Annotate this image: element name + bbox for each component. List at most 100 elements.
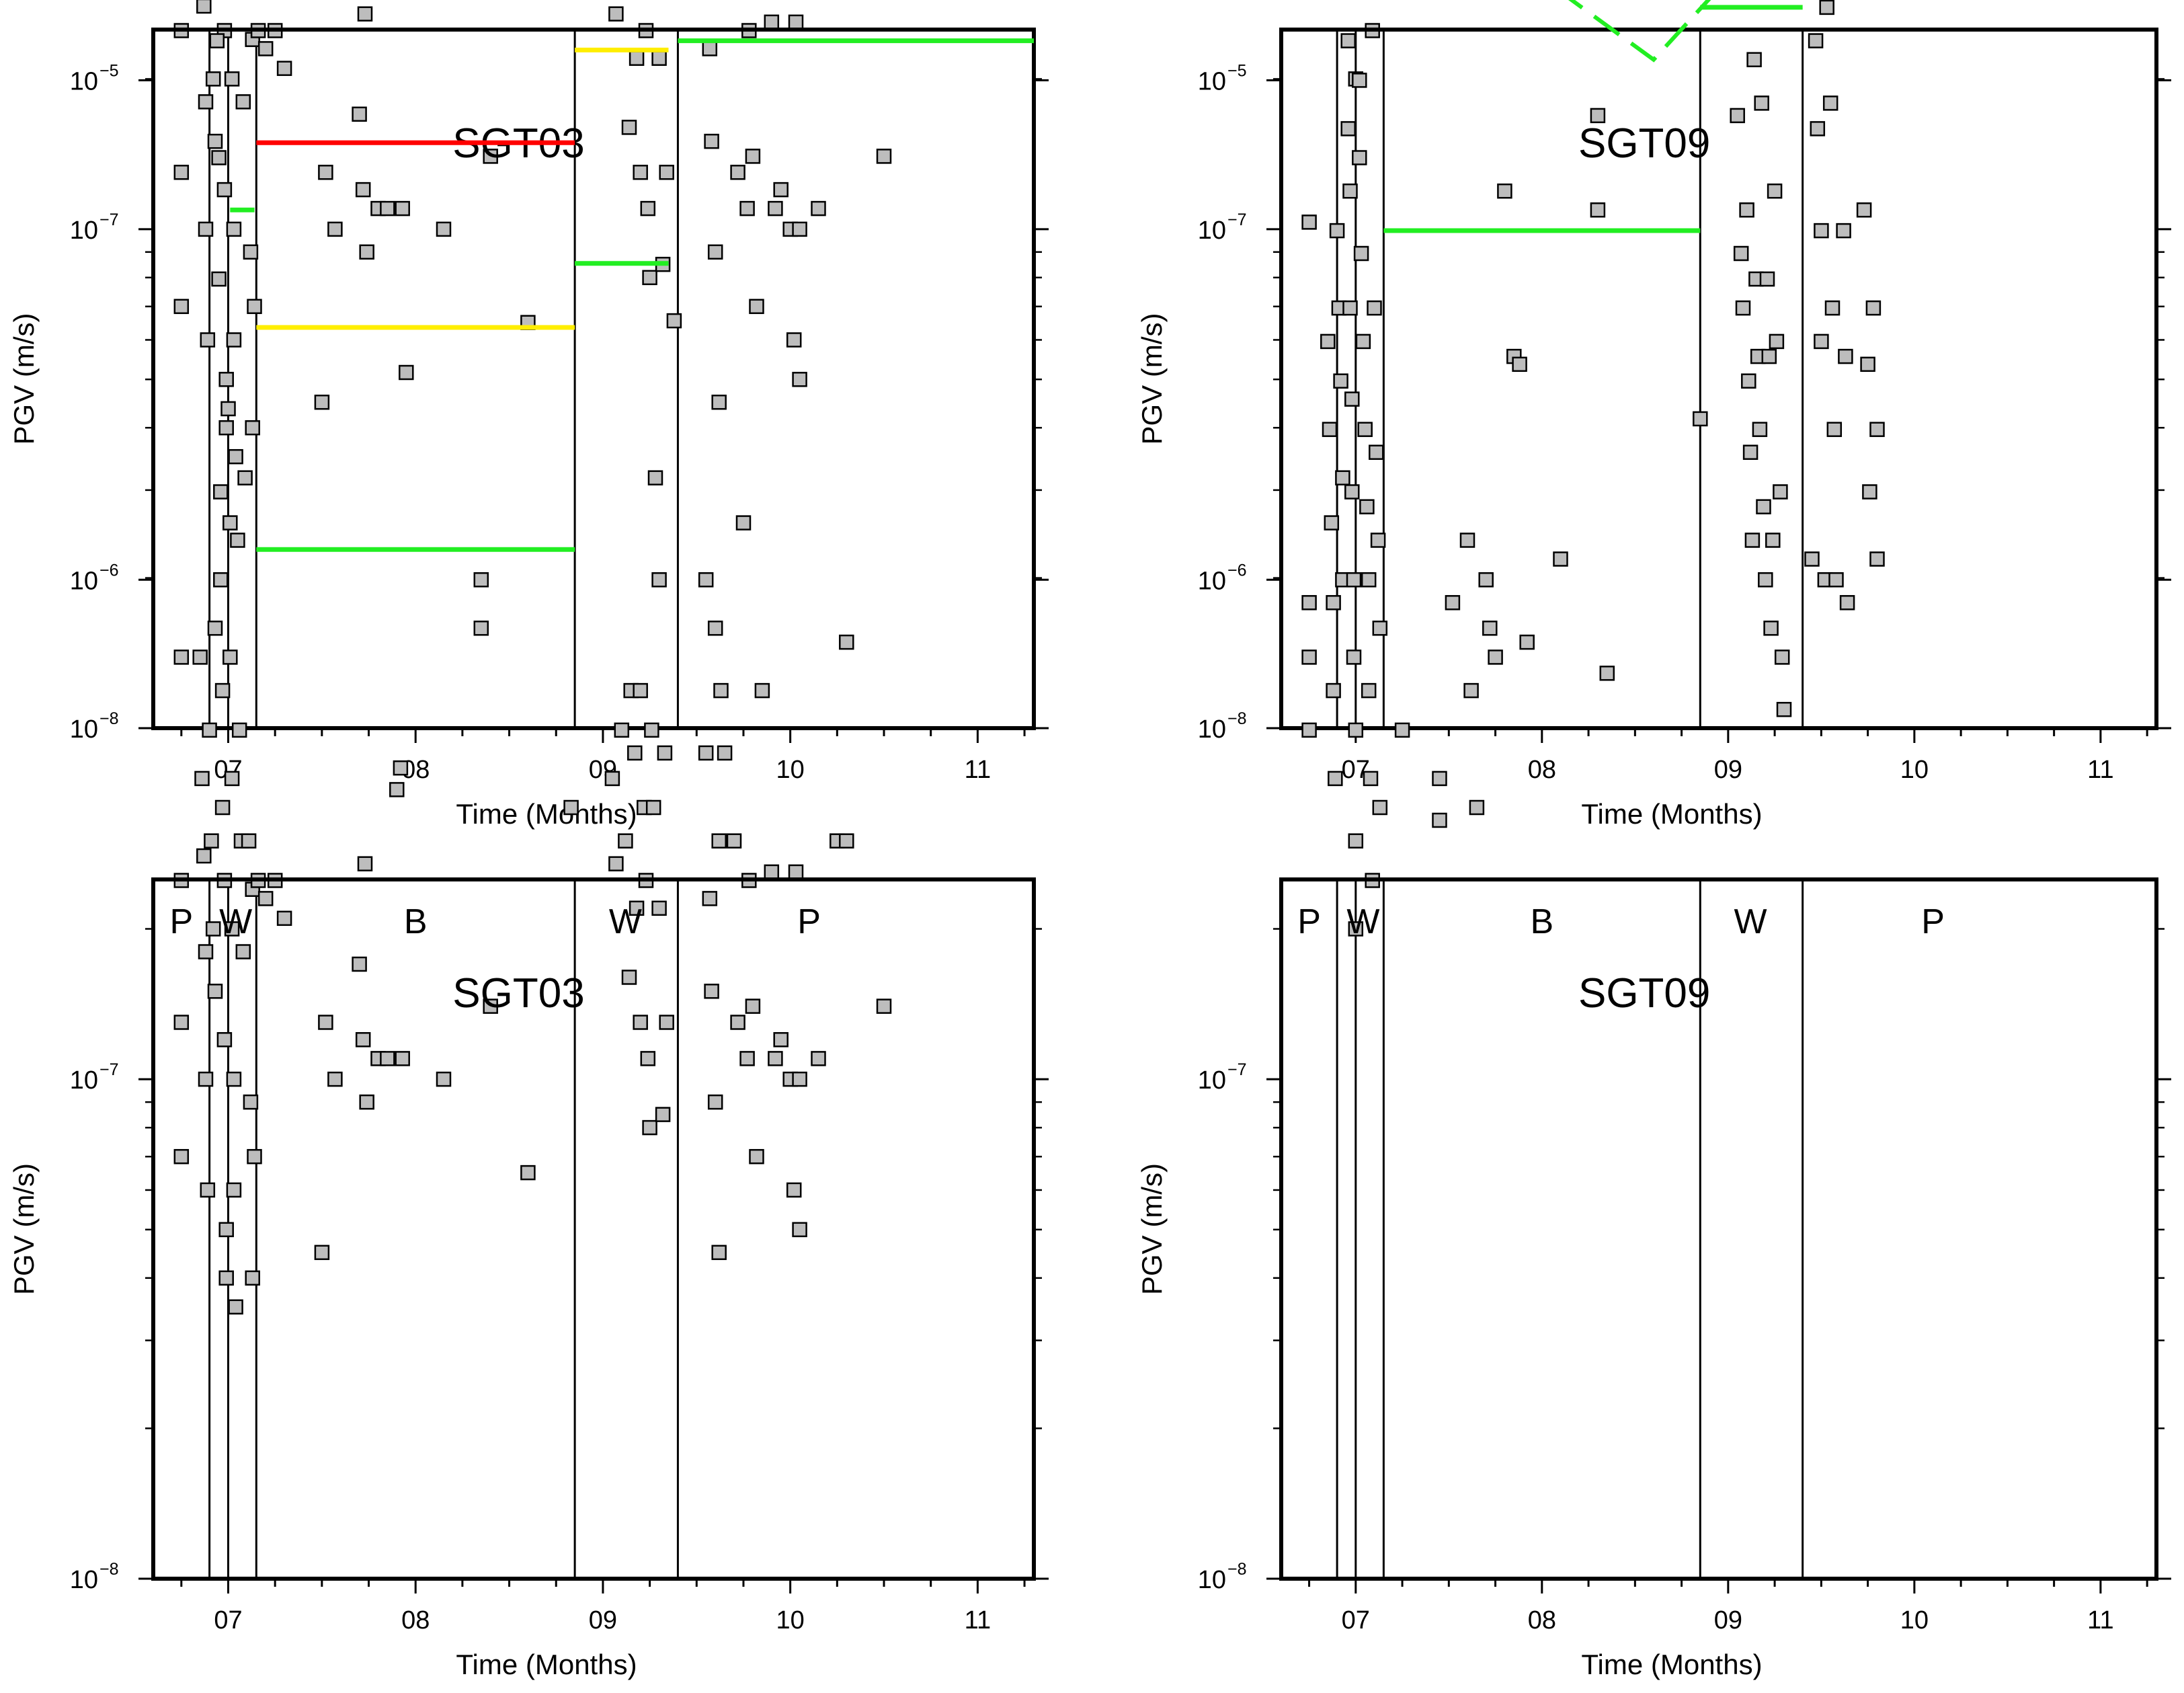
y-tick-label-base: 10 (70, 1566, 98, 1594)
pgv-point (226, 332, 242, 348)
panel-bottom-right-sgt09: 070809101110−810−710−610−510−410−310−210… (1136, 0, 2171, 1680)
pgv-point (1301, 722, 1317, 738)
season-label: P (1297, 902, 1321, 941)
x-tick-label: 08 (1528, 1606, 1556, 1635)
pgv-point (1865, 300, 1882, 316)
pgv-point (1735, 300, 1751, 316)
pgv-point (621, 970, 637, 985)
season-label: W (609, 902, 642, 941)
station-label: SGT09 (1578, 120, 1710, 167)
pgv-point (788, 864, 804, 880)
pgv-point (711, 833, 727, 849)
pgv-point (1326, 682, 1341, 699)
pgv-point (257, 41, 274, 56)
season-label: P (1921, 902, 1945, 941)
pgv-point (211, 271, 227, 287)
pgv-point (243, 244, 259, 260)
y-tick-label-exponent: −7 (1227, 1060, 1247, 1079)
pgv-point (223, 515, 238, 530)
y-tick-label-base: 10 (70, 67, 98, 95)
pgv-point (245, 420, 260, 436)
pgv-point (173, 165, 190, 180)
pgv-point (811, 1051, 826, 1066)
y-tick-label-base: 10 (1198, 216, 1226, 245)
pgv-point (1432, 812, 1447, 828)
pgv-point (1824, 300, 1841, 316)
pgv-point (1826, 422, 1843, 437)
y-tick-label-base: 10 (70, 567, 98, 595)
pgv-point (1590, 202, 1606, 218)
y-tick-label-base: 10 (70, 216, 98, 245)
y-tick-label-exponent: −6 (1227, 561, 1247, 580)
y-tick-label-base: 10 (70, 1066, 98, 1095)
plot-area (153, 879, 1034, 1579)
pgv-point (224, 771, 240, 787)
plot-area (1281, 879, 2156, 1579)
pgv-point (773, 1032, 788, 1048)
pgv-point (235, 94, 251, 110)
pgv-point (659, 165, 674, 180)
y-axis-title: PGV (m/s) (1136, 1163, 1168, 1295)
pgv-point (198, 944, 214, 959)
panel-top-right-sgt09: 070809101110−810−710−610−510−410−310−210… (1136, 23, 2171, 830)
season-label: W (1734, 902, 1767, 941)
pgv-point (202, 722, 217, 738)
x-tick-label: 10 (1900, 756, 1929, 784)
pgv-point (1359, 499, 1375, 514)
x-tick-label: 07 (214, 1606, 242, 1635)
pgv-point (276, 910, 292, 927)
y-tick-label-exponent: −5 (99, 61, 119, 80)
pgv-point (214, 799, 231, 816)
pgv-point (352, 106, 367, 122)
pgv-point (768, 200, 783, 216)
pgv-point (194, 771, 210, 787)
pgv-point (1599, 666, 1615, 681)
pgv-point (1769, 333, 1785, 350)
pgv-point (213, 484, 229, 500)
pgv-point (204, 833, 219, 849)
pgv-point (318, 165, 333, 180)
pgv-point (235, 944, 251, 959)
pgv-point (645, 799, 661, 816)
pgv-point (230, 533, 245, 548)
plot-frame (151, 877, 1036, 1581)
pgv-point (1459, 533, 1475, 548)
pgv-point (704, 984, 719, 999)
pgv-point (1372, 621, 1388, 636)
pgv-point (786, 1182, 802, 1198)
pgv-point (1352, 73, 1367, 88)
pgv-point (618, 833, 633, 849)
pgv-point (357, 856, 373, 871)
pgv-point (216, 182, 233, 198)
y-tick-label-base: 10 (1198, 1066, 1226, 1095)
y-tick-label-exponent: −5 (1227, 61, 1247, 80)
pgv-point (563, 799, 579, 816)
plot-frame (1279, 877, 2158, 1581)
pgv-point (657, 745, 673, 761)
plot-frame (151, 28, 1036, 730)
pgv-point (651, 572, 667, 588)
pgv-point (1344, 391, 1360, 407)
pgv-point (436, 221, 452, 237)
pgv-point (395, 200, 410, 216)
pgv-point (1744, 533, 1761, 548)
pgv-point (707, 244, 723, 260)
pgv-point (735, 515, 752, 530)
pgv-point (1810, 121, 1826, 136)
panel-bottom-left-sgt03: 070809101110−810−710−610−510−410−310−210… (8, 33, 1049, 1680)
pgv-point (792, 1222, 807, 1238)
pgv-point (237, 470, 253, 485)
pgv-point (1733, 245, 1749, 262)
x-tick-label: 09 (589, 1606, 617, 1635)
pgv-point (1328, 771, 1343, 787)
pgv-point (196, 0, 212, 14)
x-tick-label: 11 (2087, 1606, 2113, 1635)
pgv-point (1774, 649, 1790, 665)
pgv-point (788, 14, 804, 30)
season-label: W (1346, 902, 1379, 941)
plot-area (153, 30, 1034, 728)
pgv-point (483, 149, 498, 164)
pgv-point (1355, 333, 1371, 350)
pgv-point (205, 921, 221, 937)
pgv-point (1765, 533, 1781, 548)
